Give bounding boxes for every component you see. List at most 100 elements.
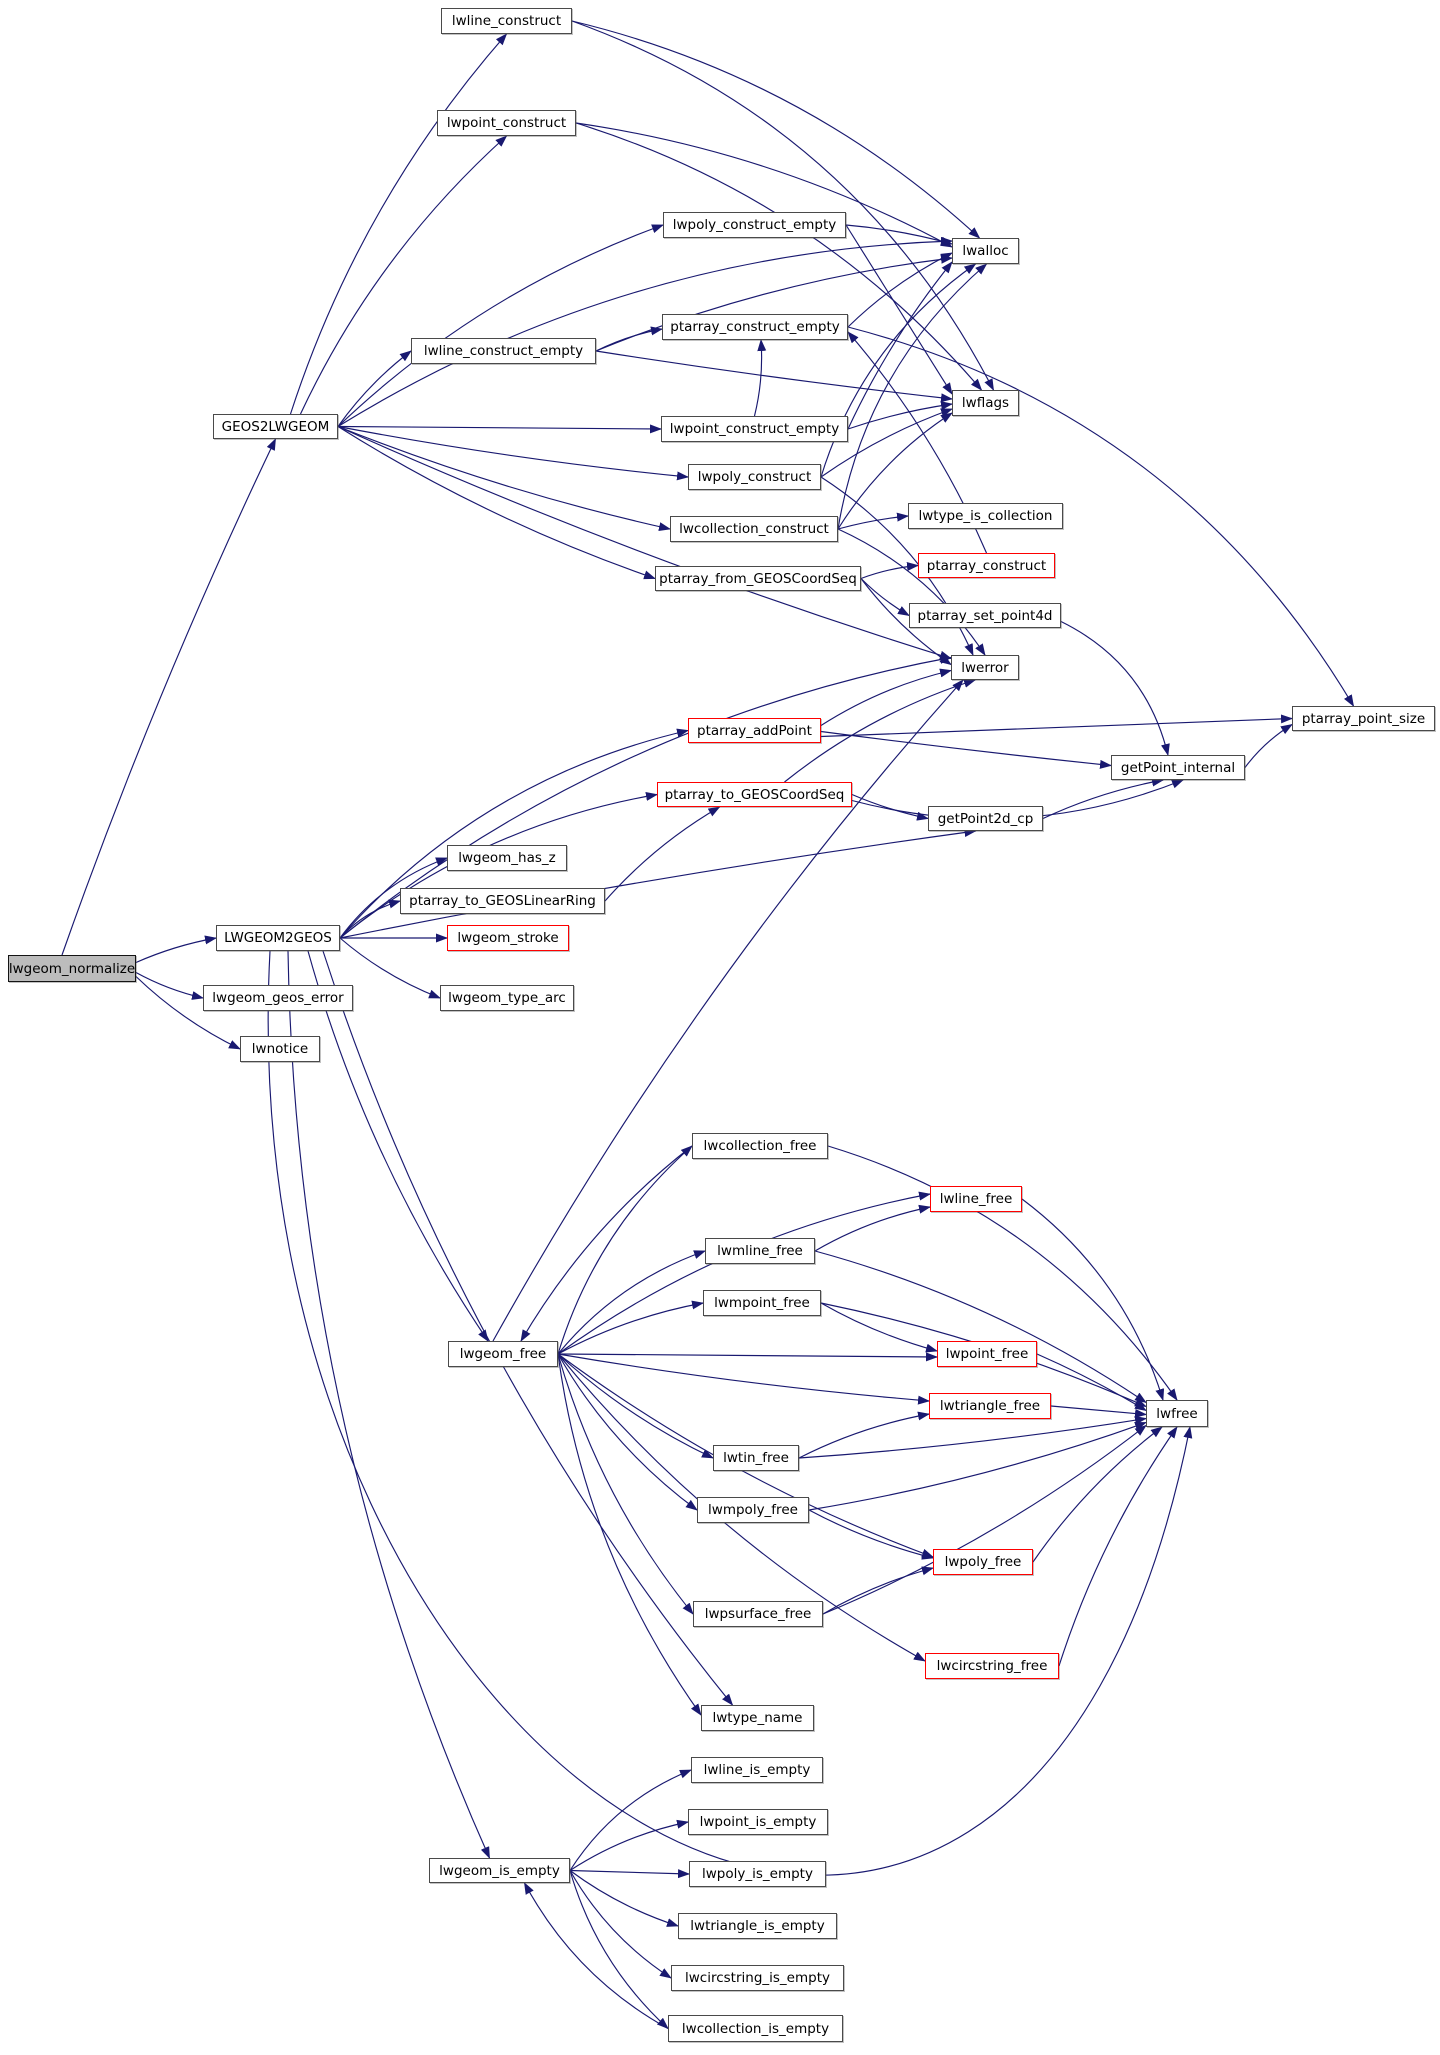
node-ptarray_addPoint[interactable]: ptarray_addPoint: [688, 718, 821, 743]
edge-GEOS2LWGEOM-to-lwpoint_construct: [299, 135, 508, 415]
edge-lwgeom_free-to-lwcircstring_free: [557, 1353, 926, 1662]
edge-GEOS2LWGEOM-to-lwerror: [337, 425, 952, 660]
edge-lwmpoly_free-to-lwpoly_free: [808, 1509, 934, 1560]
edge-GEOS2LWGEOM-to-lwalloc: [337, 236, 953, 427]
node-lwfree[interactable]: lwfree: [1146, 1400, 1208, 1427]
edge-lwgeom_is_empty-to-lwcollection_is_empty: [569, 1870, 669, 2030]
edge-lwcollection_construct-to-lwtype_is_collection: [837, 512, 909, 530]
node-lwpoint_construct[interactable]: lwpoint_construct: [437, 110, 576, 136]
node-ptarray_set_point4d[interactable]: ptarray_set_point4d: [909, 603, 1061, 628]
node-lwline_free[interactable]: lwline_free: [930, 1186, 1022, 1212]
edge-GEOS2LWGEOM-to-ptarray_from_GEOSCoordSeq: [337, 426, 656, 580]
node-lwmpoly_free[interactable]: lwmpoly_free: [697, 1497, 809, 1523]
node-lwalloc[interactable]: lwalloc: [952, 238, 1019, 264]
node-lwnotice[interactable]: lwnotice: [240, 1036, 320, 1062]
node-lwpoly_free[interactable]: lwpoly_free: [933, 1549, 1033, 1575]
node-lwline_is_empty[interactable]: lwline_is_empty: [691, 1757, 823, 1783]
edge-lwpoint_construct-to-lwalloc: [575, 122, 953, 248]
edge-lwgeom_free-to-lwerror: [492, 679, 964, 1342]
node-getPoint2d_cp[interactable]: getPoint2d_cp: [928, 806, 1043, 831]
edge-getPoint_internal-to-ptarray_point_size: [1244, 723, 1293, 768]
node-lwtriangle_is_empty[interactable]: lwtriangle_is_empty: [678, 1913, 837, 1939]
edge-lwgeom_normalize-to-LWGEOM2GEOS: [135, 935, 217, 964]
node-lwflags[interactable]: lwflags: [952, 390, 1019, 416]
node-lwpoly_is_empty[interactable]: lwpoly_is_empty: [689, 1861, 826, 1887]
node-lwcollection_is_empty[interactable]: lwcollection_is_empty: [668, 2015, 843, 2042]
edge-lwline_construct_empty-to-ptarray_construct_empty: [595, 326, 663, 352]
edge-lwgeom_is_empty-to-lwpoint_is_empty: [569, 1819, 689, 1871]
edge-lwpoly_construct-to-lwflags: [820, 408, 953, 478]
node-lwcircstring_free[interactable]: lwcircstring_free: [925, 1653, 1059, 1679]
node-lwtype_is_collection[interactable]: lwtype_is_collection: [908, 503, 1063, 529]
node-ptarray_from_GEOSCoordSeq[interactable]: ptarray_from_GEOSCoordSeq: [655, 566, 861, 591]
edge-lwgeom_normalize-to-lwgeom_geos_error: [135, 971, 204, 1000]
node-lwgeom_is_empty[interactable]: lwgeom_is_empty: [429, 1858, 570, 1883]
edge-ptarray_construct_empty-to-ptarray_point_size: [847, 326, 1355, 707]
node-lwtin_free[interactable]: lwtin_free: [713, 1445, 799, 1471]
edge-LWGEOM2GEOS-to-lwfree: [267, 950, 1193, 1876]
edge-LWGEOM2GEOS-to-lwtype_name: [322, 950, 734, 1706]
edge-LWGEOM2GEOS-to-lwgeom_type_arc: [339, 937, 441, 999]
edge-lwgeom_free-to-lwmpoly_free: [557, 1353, 698, 1511]
node-lwtype_name[interactable]: lwtype_name: [701, 1705, 814, 1731]
edge-ptarray_to_GEOSCoordSeq-to-lwerror: [784, 679, 976, 783]
node-lwmpoint_free[interactable]: lwmpoint_free: [703, 1290, 821, 1316]
edge-lwtin_free-to-lwtriangle_free: [798, 1411, 930, 1459]
node-ptarray_construct_empty[interactable]: ptarray_construct_empty: [662, 314, 848, 340]
node-ptarray_point_size[interactable]: ptarray_point_size: [1292, 706, 1435, 731]
edge-lwpsurface_free-to-lwpoly_free: [822, 1566, 934, 1615]
edge-lwcollection_construct-to-lwerror: [837, 528, 986, 656]
node-lwpoint_free[interactable]: lwpoint_free: [937, 1341, 1037, 1367]
node-ptarray_to_GEOSCoordSeq[interactable]: ptarray_to_GEOSCoordSeq: [657, 782, 852, 807]
edge-GEOS2LWGEOM-to-lwpoly_construct_empty: [337, 224, 664, 427]
node-lwpsurface_free[interactable]: lwpsurface_free: [693, 1601, 823, 1627]
edge-lwgeom_is_empty-to-lwcircstring_is_empty: [569, 1870, 672, 1979]
node-lwgeom_has_z[interactable]: lwgeom_has_z: [447, 845, 567, 871]
node-lwmline_free[interactable]: lwmline_free: [705, 1238, 815, 1264]
node-lwgeom_normalize[interactable]: lwgeom_normalize: [8, 955, 136, 982]
edge-ptarray_to_GEOSCoordSeq-to-getPoint2d_cp: [851, 793, 929, 821]
edge-lwgeom_is_empty-to-lwpoly_is_empty: [569, 1869, 690, 1879]
edge-lwpoint_construct-to-lwflags: [575, 122, 983, 391]
node-lwcollection_free[interactable]: lwcollection_free: [692, 1133, 828, 1159]
edge-lwpoly_construct-to-lwalloc: [820, 263, 977, 478]
edge-LWGEOM2GEOS-to-getPoint2d_cp: [339, 828, 977, 939]
edge-lwpoly_construct_empty-to-lwflags: [845, 224, 953, 395]
edge-lwmpoint_free-to-lwpoint_free: [820, 1302, 938, 1353]
node-lwtriangle_free[interactable]: lwtriangle_free: [929, 1393, 1051, 1419]
node-lwcollection_construct[interactable]: lwcollection_construct: [670, 516, 838, 542]
node-getPoint_internal[interactable]: getPoint_internal: [1111, 755, 1245, 780]
node-lwpoint_construct_empty[interactable]: lwpoint_construct_empty: [661, 416, 848, 442]
node-lwgeom_free[interactable]: lwgeom_free: [448, 1341, 558, 1367]
edge-lwline_free-to-lwfree: [1021, 1198, 1165, 1401]
edge-lwgeom_free-to-lwtype_name: [557, 1353, 702, 1716]
node-lwgeom_stroke[interactable]: lwgeom_stroke: [447, 925, 569, 951]
edge-ptarray_addPoint-to-lwerror: [820, 668, 952, 726]
edge-GEOS2LWGEOM-to-lwpoly_construct: [337, 425, 689, 481]
node-lwpoint_is_empty[interactable]: lwpoint_is_empty: [688, 1809, 828, 1835]
node-ptarray_to_GEOSLinearRing[interactable]: ptarray_to_GEOSLinearRing: [400, 888, 605, 914]
node-lwline_construct[interactable]: lwline_construct: [441, 8, 572, 34]
edge-ptarray_set_point4d-to-getPoint_internal: [1060, 620, 1170, 756]
edge-lwcollection_is_empty-to-lwgeom_is_empty: [523, 1882, 669, 2030]
edge-lwpoint_construct_empty-to-lwflags: [847, 401, 953, 430]
edge-lwcircstring_free-to-lwfree: [1058, 1426, 1178, 1667]
node-lwgeom_geos_error[interactable]: lwgeom_geos_error: [203, 985, 353, 1011]
edge-lwline_construct-to-lwalloc: [571, 20, 981, 239]
edge-ptarray_to_GEOSLinearRing-to-ptarray_to_GEOSCoordSeq: [604, 806, 721, 902]
node-ptarray_construct[interactable]: ptarray_construct: [918, 553, 1055, 578]
node-LWGEOM2GEOS[interactable]: LWGEOM2GEOS: [216, 925, 340, 951]
edge-lwcollection_free-to-lwfree: [827, 1145, 1178, 1401]
node-lwpoly_construct_empty[interactable]: lwpoly_construct_empty: [663, 212, 846, 238]
edge-lwgeom_free-to-lwpoint_free: [557, 1352, 938, 1362]
node-lwline_construct_empty[interactable]: lwline_construct_empty: [411, 338, 596, 364]
edge-lwgeom_is_empty-to-lwtriangle_is_empty: [569, 1870, 679, 1927]
edge-lwmline_free-to-lwfree: [814, 1250, 1147, 1404]
node-lwcircstring_is_empty[interactable]: lwcircstring_is_empty: [671, 1965, 844, 1991]
node-GEOS2LWGEOM[interactable]: GEOS2LWGEOM: [213, 414, 338, 439]
edge-LWGEOM2GEOS-to-lwerror: [339, 655, 952, 939]
node-lwerror[interactable]: lwerror: [951, 655, 1019, 680]
edge-ptarray_addPoint-to-ptarray_point_size: [820, 714, 1293, 738]
node-lwgeom_type_arc[interactable]: lwgeom_type_arc: [440, 985, 574, 1011]
node-lwpoly_construct[interactable]: lwpoly_construct: [688, 464, 821, 490]
